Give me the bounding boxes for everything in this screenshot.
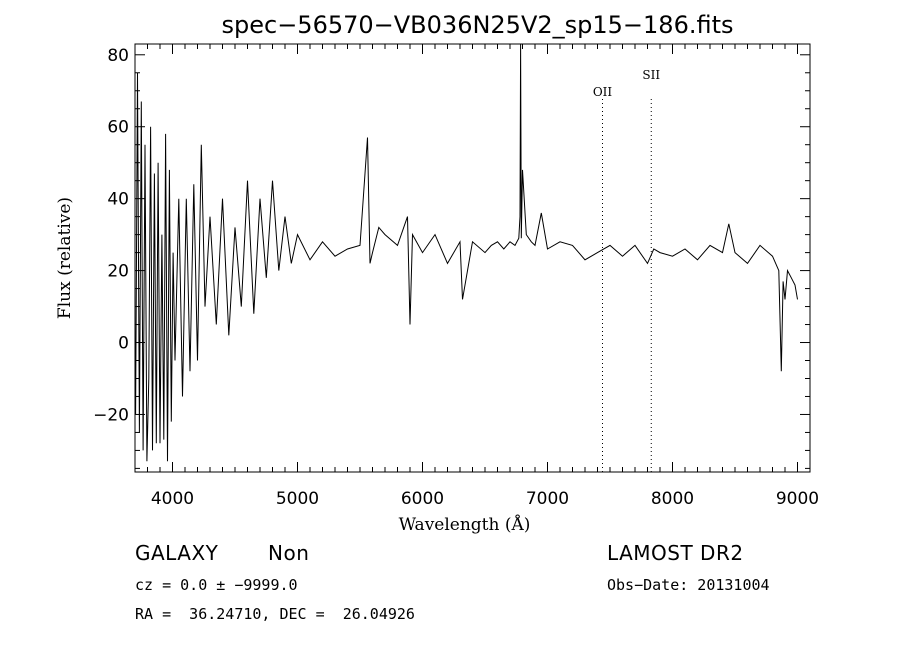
emission-line-label: SII [642, 68, 660, 82]
redshift-cz: cz = 0.0 ± −9999.0 [135, 576, 298, 594]
chart-title: spec−56570−VB036N25V2_sp15−186.fits [222, 11, 734, 39]
y-tick-label: 80 [107, 46, 129, 66]
observation-date: Obs−Date: 20131004 [607, 576, 770, 594]
plot-frame [134, 43, 811, 473]
y-axis-label: Flux (relative) [55, 197, 75, 319]
y-tick-label: 40 [107, 190, 129, 210]
y-tick-label: 60 [107, 118, 129, 138]
x-tick-label: 8000 [651, 489, 694, 509]
emission-line-label: OII [593, 85, 613, 99]
spectrum-line [135, 44, 798, 462]
x-axis-label: Wavelength (Å) [399, 514, 531, 535]
x-tick-label: 9000 [776, 489, 819, 509]
ra-dec-coordinates: RA = 36.24710, DEC = 26.04926 [135, 605, 415, 623]
survey-name: LAMOST DR2 [607, 541, 744, 565]
y-tick-label: 0 [118, 334, 129, 354]
x-tick-label: 5000 [276, 489, 319, 509]
object-subclass: Non [268, 541, 310, 565]
x-tick-label: 7000 [526, 489, 569, 509]
y-tick-label: −20 [93, 405, 129, 425]
object-class: GALAXY [135, 541, 219, 565]
x-tick-label: 4000 [151, 489, 194, 509]
x-tick-label: 6000 [401, 489, 444, 509]
y-tick-label: 20 [107, 262, 129, 282]
